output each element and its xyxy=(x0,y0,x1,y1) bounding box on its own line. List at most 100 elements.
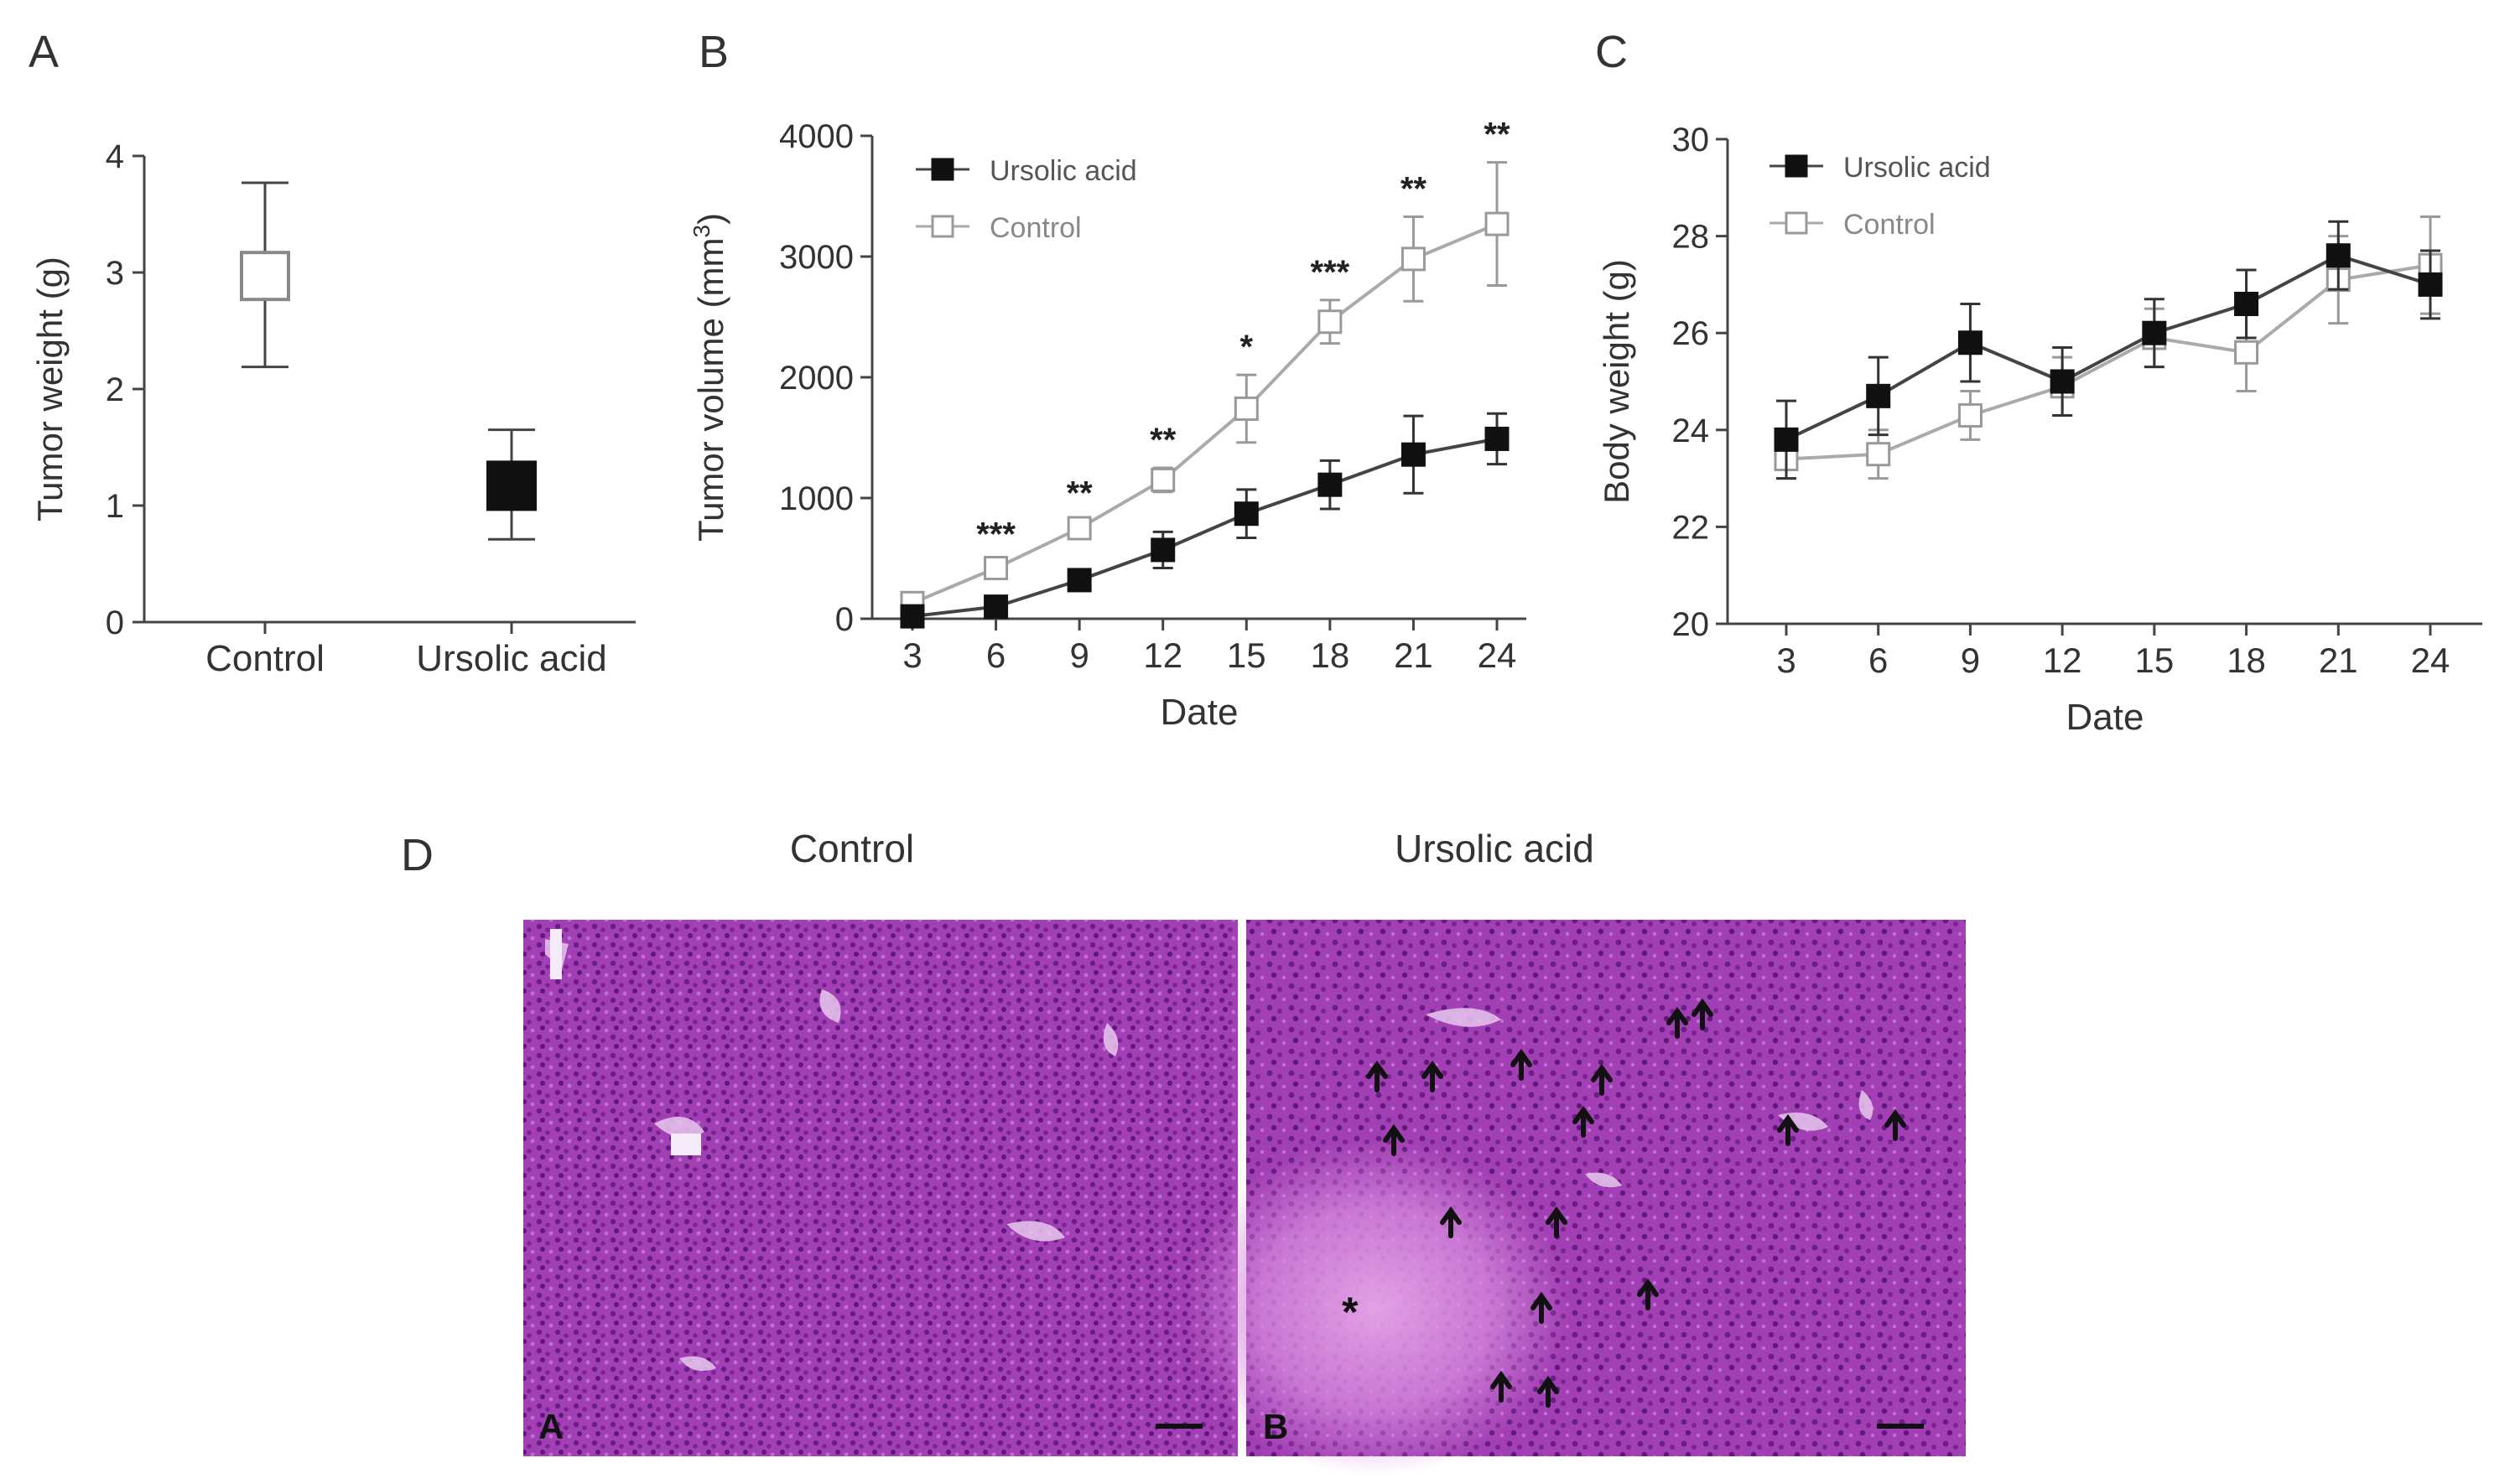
necrosis-mark: * xyxy=(1342,1289,1359,1336)
x-tick-label: 18 xyxy=(2227,641,2266,680)
y-tick-label: 1000 xyxy=(779,480,854,517)
arrow-mark xyxy=(1591,1063,1613,1096)
y-tick-label: 2 xyxy=(106,371,124,408)
arrow-mark xyxy=(1440,1206,1462,1238)
x-tick-label: 3 xyxy=(1776,641,1795,680)
histology-panel: Control Ursolic acid A * B xyxy=(523,827,1966,1476)
arrow-mark xyxy=(1666,1006,1688,1039)
series-line-control xyxy=(912,222,1498,605)
point-ursolic-acid xyxy=(1401,442,1426,467)
x-tick-label: 12 xyxy=(1143,636,1182,675)
legend-label: Control xyxy=(990,212,1082,244)
y-axis-label: Body weight (g) xyxy=(1597,259,1636,504)
arrow-mark xyxy=(1537,1375,1559,1408)
y-tick-label: 2000 xyxy=(779,360,854,397)
x-tick-label: 3 xyxy=(902,636,922,675)
y-tick-label: 20 xyxy=(1672,606,1710,643)
x-tick-label: 6 xyxy=(1868,641,1888,680)
significance-mark: ** xyxy=(1150,422,1177,459)
x-tick-label: 21 xyxy=(2319,641,2358,680)
arrow-mark xyxy=(1777,1113,1799,1146)
x-tick-label: 15 xyxy=(1227,636,1266,675)
point-ursolic-acid xyxy=(1317,472,1343,497)
x-tick-label: 12 xyxy=(2043,641,2082,680)
point-ursolic-acid xyxy=(1957,330,1983,355)
legend-marker-filled xyxy=(1785,154,1808,178)
point-ursolic-acid xyxy=(2326,243,2351,268)
panel-label-d: D xyxy=(401,830,434,880)
y-tick-label: 3000 xyxy=(779,239,854,276)
x-tick-label: 9 xyxy=(1961,641,1980,680)
arrow-mark xyxy=(1490,1370,1512,1403)
x-tick-label: Ursolic acid xyxy=(416,638,606,679)
histology-title-control: Control xyxy=(790,827,914,870)
x-axis-label: Date xyxy=(2066,697,2144,738)
x-tick-label: 9 xyxy=(1069,636,1089,675)
arrow-mark xyxy=(1383,1123,1405,1156)
marker-filled-square xyxy=(486,460,537,511)
arrow-mark xyxy=(1637,1278,1659,1310)
y-axis-label: Tumor volume (mm3) xyxy=(689,213,730,542)
x-tick-label: Control xyxy=(205,638,325,679)
y-tick-label: 26 xyxy=(1672,315,1710,352)
arrow-mark xyxy=(1366,1060,1388,1092)
legend-label: Control xyxy=(1843,209,1936,241)
point-ursolic-acid xyxy=(984,594,1009,620)
histology-title-ursolic: Ursolic acid xyxy=(1395,827,1594,870)
x-tick-label: 18 xyxy=(1310,636,1349,675)
point-ursolic-acid xyxy=(1234,501,1259,527)
y-axis-label: Tumor weight (g) xyxy=(30,257,70,521)
chart-c-body-weight: 20 22 24 26 28 30 3 6 9 12 15 18 21 24 Date Body weight… xyxy=(1597,122,2482,738)
panel-label-c: C xyxy=(1595,27,1628,77)
arrow-mark xyxy=(1884,1108,1906,1141)
x-tick-label: 6 xyxy=(986,636,1006,675)
point-control xyxy=(1484,211,1510,236)
significance-mark: ** xyxy=(1401,170,1427,207)
point-ursolic-acid xyxy=(2142,320,2167,345)
histology-image-ursolic: * B xyxy=(1182,920,1966,1476)
y-tick-label: 3 xyxy=(106,255,124,292)
point-ursolic-acid xyxy=(1151,537,1176,563)
legend-marker-open xyxy=(1785,211,1808,235)
arrow-mark xyxy=(1692,998,1713,1030)
x-axis-label: Date xyxy=(1161,692,1239,733)
point-ursolic-acid xyxy=(2418,272,2443,297)
point-ursolic-acid xyxy=(1067,568,1092,593)
point-ursolic-acid xyxy=(1866,383,1891,408)
histology-tag-b: B xyxy=(1263,1407,1288,1446)
y-tick-label: 0 xyxy=(106,604,124,641)
arrow-mark xyxy=(1546,1206,1567,1238)
point-control xyxy=(1401,246,1426,272)
series-line-ursolic-acid xyxy=(912,437,1498,619)
scale-bar-a xyxy=(1156,1424,1203,1429)
point-control xyxy=(1151,467,1176,492)
legend-marker-open xyxy=(931,215,954,238)
x-tick-label: 15 xyxy=(2134,641,2174,680)
significance-mark: ** xyxy=(1067,475,1094,511)
point-control xyxy=(1866,442,1891,467)
arrow-mark xyxy=(1530,1291,1552,1324)
point-ursolic-acid xyxy=(1774,427,1799,452)
y-tick-label: 4 xyxy=(106,138,124,175)
point-ursolic-acid xyxy=(900,604,925,629)
legend-label: Ursolic acid xyxy=(1843,152,1991,184)
y-tick-label: 24 xyxy=(1672,413,1710,449)
x-tick-label: 24 xyxy=(1478,636,1517,675)
series-line-ursolic-acid xyxy=(1785,253,2431,442)
series-line-control xyxy=(1785,263,2431,461)
panel-label-a: A xyxy=(29,27,59,77)
point-control xyxy=(1067,516,1092,541)
significance-mark: *** xyxy=(1311,254,1350,291)
point-ursolic-acid xyxy=(2234,292,2259,317)
significance-mark: * xyxy=(1239,329,1253,366)
legend-marker-filled xyxy=(931,158,954,181)
histology-tag-a: A xyxy=(538,1407,564,1446)
y-tick-label: 1 xyxy=(106,488,124,525)
chart-a-tumor-weight: 0 1 2 3 4 Control Ursolic acid Tumor weight (g) xyxy=(30,138,636,679)
point-control xyxy=(2234,340,2259,365)
chart-b-tumor-volume: 0 1000 2000 3000 4000 3 6 9 12 15 18 21 24 Date Tumor … xyxy=(689,117,1526,733)
arrow-mark xyxy=(1421,1060,1443,1092)
arrow-mark xyxy=(1510,1048,1532,1081)
y-tick-label: 28 xyxy=(1672,219,1710,256)
